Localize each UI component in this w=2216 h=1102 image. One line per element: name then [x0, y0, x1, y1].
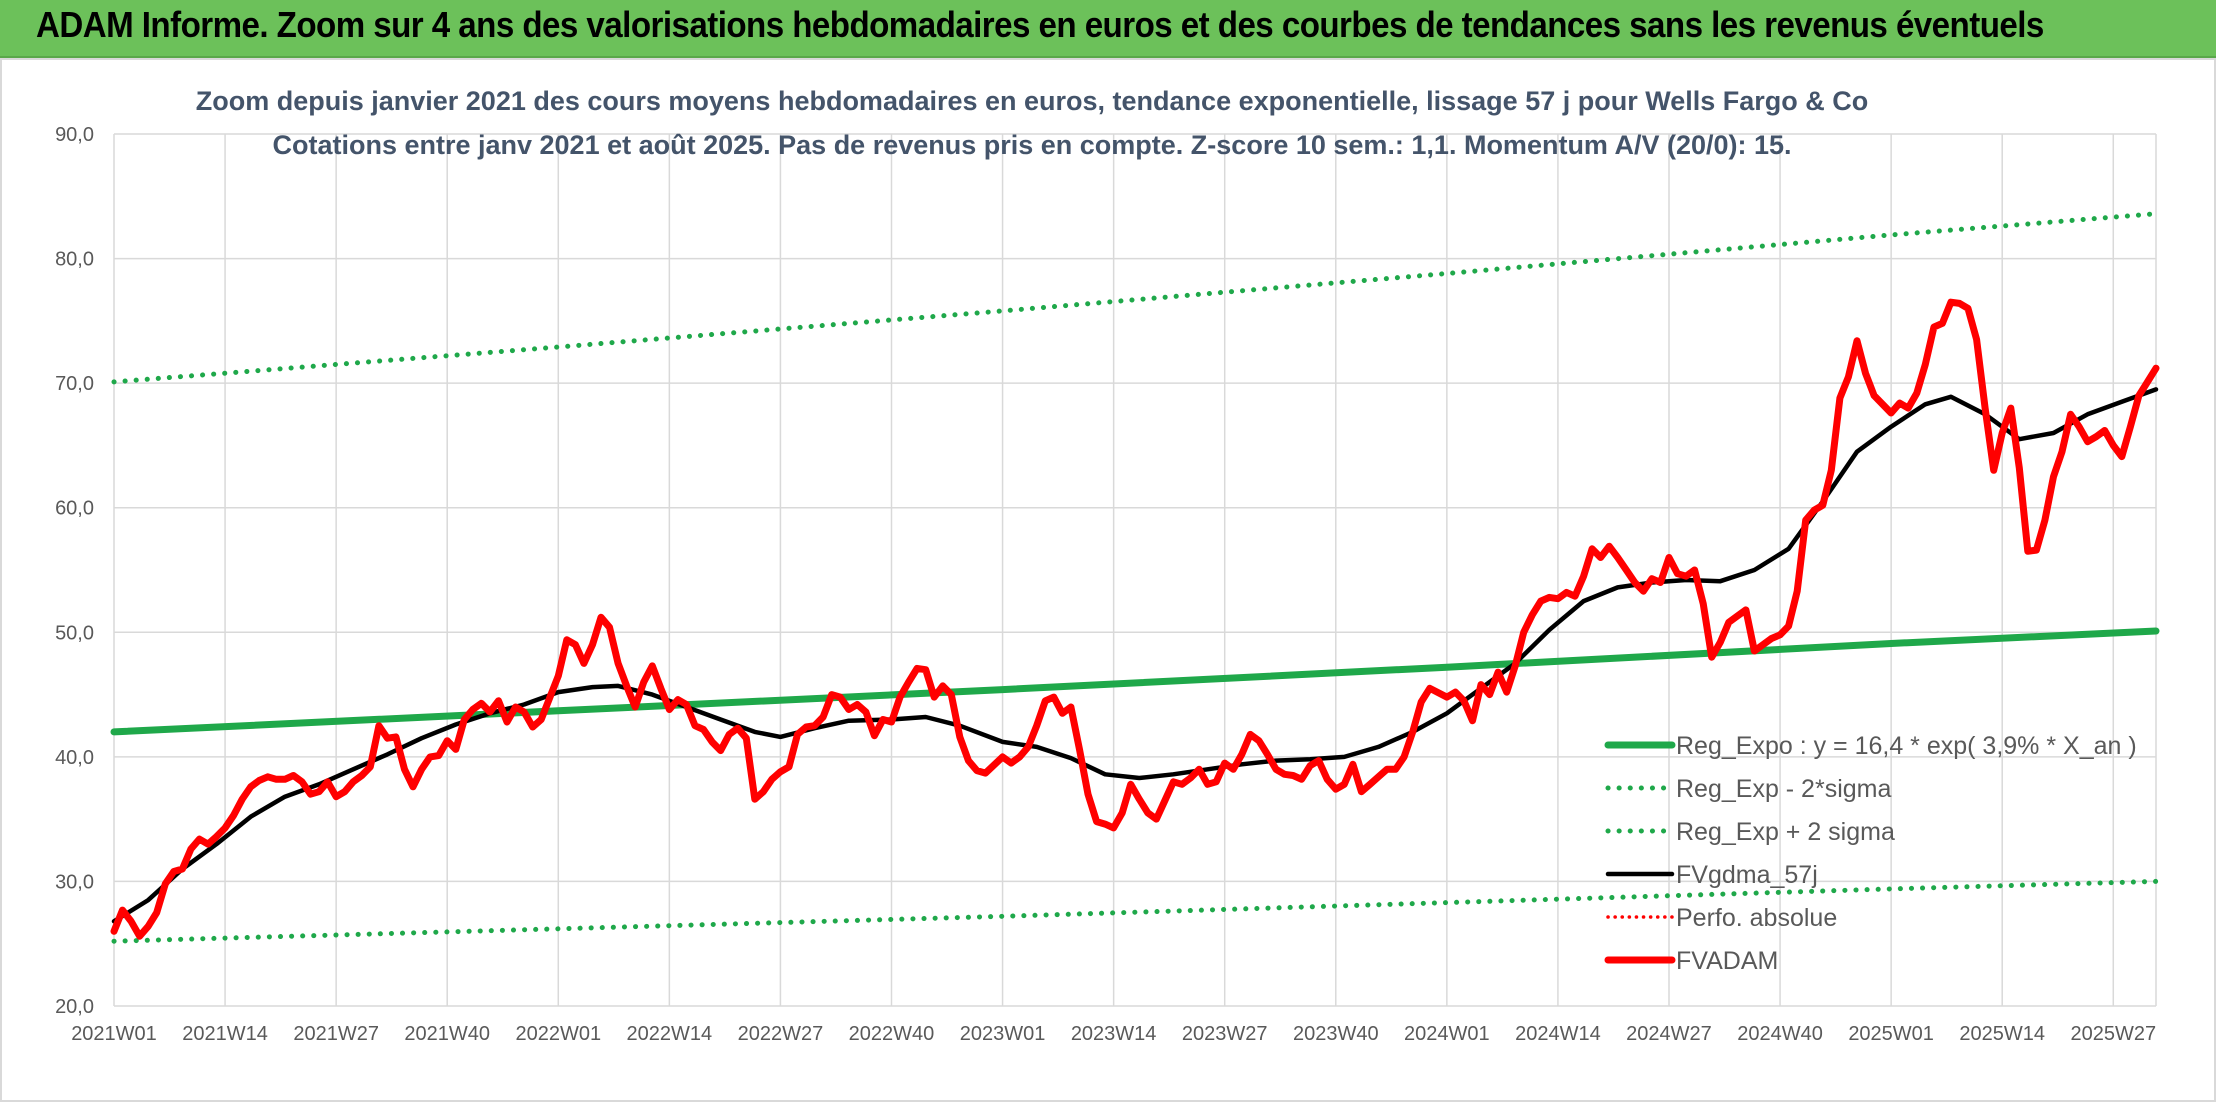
- chart-area: Zoom depuis janvier 2021 des cours moyen…: [0, 58, 2216, 1102]
- grid: [113, 133, 2157, 1007]
- chart-subtitle: Cotations entre janv 2021 et août 2025. …: [272, 130, 1791, 160]
- y-tick-label: 70,0: [55, 373, 94, 395]
- y-tick-label: 60,0: [55, 498, 94, 520]
- x-tick-label: 2024W40: [1737, 1023, 1823, 1045]
- x-tick-label: 2023W40: [1293, 1023, 1379, 1045]
- legend-label: Reg_Expo : y = 16,4 * exp( 3,9% * X_an ): [1676, 732, 2137, 760]
- series-line-reg-exp-2-sigma: [111, 878, 2159, 944]
- x-tick-label: 2023W01: [960, 1023, 1046, 1045]
- chart-titles: Zoom depuis janvier 2021 des cours moyen…: [196, 86, 1869, 160]
- chart-svg: Zoom depuis janvier 2021 des cours moyen…: [55, 86, 2160, 1045]
- legend-label: FVADAM: [1676, 947, 1778, 975]
- y-tick-label: 20,0: [55, 996, 94, 1018]
- x-tick-label: 2023W14: [1071, 1023, 1157, 1045]
- y-tick-label: 50,0: [55, 622, 94, 644]
- y-axis: 20,0 30,0 40,0 50,0 60,0 70,0 80,0 90,0: [55, 124, 94, 1018]
- x-tick-label: 2024W27: [1626, 1023, 1712, 1045]
- series: [110, 211, 2160, 944]
- x-tick-label: 2022W40: [849, 1023, 935, 1045]
- x-tick-label: 2024W14: [1515, 1023, 1601, 1045]
- x-tick-label: 2025W01: [1848, 1023, 1934, 1045]
- x-tick-label: 2021W14: [182, 1023, 268, 1045]
- legend-label: Reg_Exp - 2*sigma: [1676, 775, 1891, 803]
- x-tick-label: 2021W27: [293, 1023, 379, 1045]
- x-tick-label: 2022W01: [515, 1023, 601, 1045]
- x-tick-label: 2022W14: [627, 1023, 713, 1045]
- header-bar: ADAM Informe. Zoom sur 4 ans des valoris…: [0, 0, 2216, 58]
- y-tick-label: 90,0: [55, 124, 94, 146]
- legend-label: Reg_Exp + 2 sigma: [1676, 818, 1895, 846]
- chart-title: Zoom depuis janvier 2021 des cours moyen…: [196, 86, 1869, 116]
- legend: Reg_Expo : y = 16,4 * exp( 3,9% * X_an )…: [1604, 732, 2137, 975]
- legend-label: FVgdma_57j: [1676, 861, 1818, 889]
- x-axis: 2021W01 2021W14 2021W27 2021W40 2022W01 2022W…: [71, 1023, 2156, 1045]
- x-tick-label: 2022W27: [738, 1023, 824, 1045]
- legend-label: Perfo. absolue: [1676, 904, 1837, 932]
- series-line-reg-expo-y-16-4-exp-3-9-x-an: [110, 627, 2160, 736]
- header-title: ADAM Informe. Zoom sur 4 ans des valoris…: [36, 4, 2044, 45]
- x-tick-label: 2025W27: [2070, 1023, 2156, 1045]
- y-tick-label: 80,0: [55, 249, 94, 271]
- x-tick-label: 2024W01: [1404, 1023, 1490, 1045]
- x-tick-label: 2021W40: [404, 1023, 490, 1045]
- y-tick-label: 40,0: [55, 747, 94, 769]
- y-tick-label: 30,0: [55, 871, 94, 893]
- x-tick-label: 2025W14: [1959, 1023, 2045, 1045]
- x-tick-label: 2023W27: [1182, 1023, 1268, 1045]
- series-line-fvadam: [110, 298, 2160, 940]
- x-tick-label: 2021W01: [71, 1023, 157, 1045]
